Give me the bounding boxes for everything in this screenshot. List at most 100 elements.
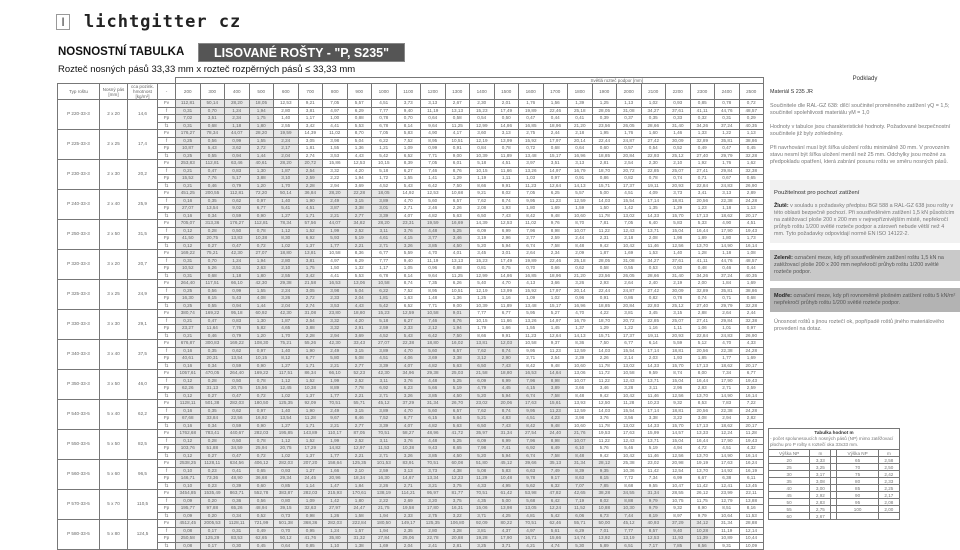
value-cell: 13,83 [224,234,250,243]
value-cell: 2,04 [395,541,421,550]
value-cell: 0,54 [640,144,666,153]
value-cell: 5,19 [640,444,666,453]
value-cell: 1,55 [518,324,544,333]
value-cell: 0,10 [175,466,201,475]
row-label: f [157,436,176,445]
value-cell: 0,46 [714,264,740,273]
value-cell: 25,03 [444,369,470,378]
value-cell: 13,26 [518,166,544,175]
table-row: Fp 23,27 11,64 7,76 5,82 4,65 3,88 3,32 2,91 2,59… [58,324,764,333]
value-cell: 0,72 [248,241,274,250]
value-cell: 0,78 [371,114,397,123]
value-cell: 4,38 [444,466,470,475]
value-cell: 15,71 [591,181,617,190]
row-label: Fp [157,414,176,423]
value-cell: 51,88 [199,444,225,453]
m-row: 40 3,00 85 2,25 [767,484,901,492]
value-cell: 110,17 [322,429,348,438]
value-cell: 1,21 [371,144,397,153]
value-cell: 6,22 [371,136,397,145]
value-cell: 15,04 [665,376,691,385]
value-cell: 149,17 [395,519,421,528]
row-label: Fv [157,309,176,318]
value-cell: 39,15 [273,504,299,513]
table-row: P 230-33-3 2 x 30 20,2 Fv 253,83 112,81 63,46 4… [57,159,764,190]
value-cell: 7,78 [346,384,372,393]
value-cell: 5,19 [346,234,372,243]
table-row: Fp 16,30 8,15 5,43 4,08 3,26 2,72 2,33 2,04 1,81 1… [58,294,764,303]
value-cell: 32,38 [738,166,764,175]
value-cell: 32,38 [738,316,764,325]
value-cell: 20,14 [567,286,593,295]
value-cell: 3,88 [297,324,323,333]
value-cell: 27,42 [640,286,666,295]
value-cell: 783,41 [199,429,225,438]
value-cell: 3,46 [444,234,470,243]
value-cell: 9,43 [420,444,446,453]
value-cell: 2,54 [297,316,323,325]
value-cell: 0,31 [224,526,250,535]
value-cell: 1,80 [518,204,544,213]
value-cell: 3,76 [591,414,617,423]
value-cell: 24,28 [738,346,764,355]
value-cell: 25,07 [665,316,691,325]
value-cell: 1,62 [738,159,764,168]
value-cell: 7,62 [469,196,495,205]
value-cell: 13,54 [199,204,225,213]
value-cell: 1,03 [518,174,544,183]
value-cell: 0,56 [248,496,274,505]
value-cell: 1,81 [297,144,323,153]
value-cell: 26,70 [444,399,470,408]
value-cell: 12,03 [493,339,519,348]
value-cell: 4,70 [567,309,593,318]
value-cell: 7,85 [591,481,617,490]
value-cell: 0,82 [616,174,642,183]
value-cell: 10,30 [616,504,642,513]
row-label: Fv [157,99,176,108]
table-row: Fp 62,26 31,13 20,75 15,56 12,45 10,38 8,89 7,78… [58,384,764,393]
value-cell: 9,42 [591,391,617,400]
value-cell: 12,56 [665,451,691,460]
value-cell: 22,46 [542,256,568,265]
value-cell: 10,58 [420,309,446,318]
value-cell: 12,56 [665,391,691,400]
value-cell: 0,45 [738,144,764,153]
value-cell: 5,20 [469,241,495,250]
value-cell: 9,00 [444,151,470,160]
logo: I lichtgitter cz [56,12,241,32]
value-cell: 1,70 [273,181,299,190]
span-header-cell: 800 [322,83,348,100]
value-cell: 0,55 [199,301,225,310]
value-cell: 3,15 [346,346,372,355]
value-cell: 9,31 [714,541,740,550]
value-cell: 37,61 [665,106,691,115]
value-cell: 15,56 [248,384,274,393]
height-np: 55 [767,505,811,513]
value-cell: 14,90 [714,241,740,250]
value-cell: 2,71 [518,354,544,363]
value-cell: 1,40 [665,249,691,258]
value-cell: 0,64 [273,541,299,550]
row-label: Fv [157,339,176,348]
page-subtitle: Rozteč nosných pásů 33,33 mm x rozteč ro… [58,64,356,75]
value-cell: 2,64 [518,249,544,258]
value-cell: 1,84 [346,481,372,490]
value-cell: 4,22 [591,309,617,318]
value-cell: 8,36 [567,339,593,348]
value-cell: 13,06 [567,369,593,378]
value-cell: 14,13 [567,181,593,190]
value-cell: 50,14 [199,99,225,108]
value-cell: 10,47 [665,481,691,490]
value-cell: 19,89 [518,256,544,265]
value-cell: 13,81 [297,249,323,258]
value-cell: 1,70 [273,331,299,340]
value-cell: 31,40 [665,271,691,280]
value-cell: 7,81 [591,219,617,228]
value-cell: 552,78 [248,489,274,498]
span-header-cell: 2300 [689,83,715,100]
value-cell: 12,43 [616,436,642,445]
span-header-cell: 1200 [420,83,446,100]
table-row: f 0,25 0,56 0,99 1,55 2,24 3,05 3,98 5,04 6,22 7,5… [58,286,764,295]
value-cell: 114,21 [395,489,421,498]
value-cell: 0,12 [175,436,201,445]
